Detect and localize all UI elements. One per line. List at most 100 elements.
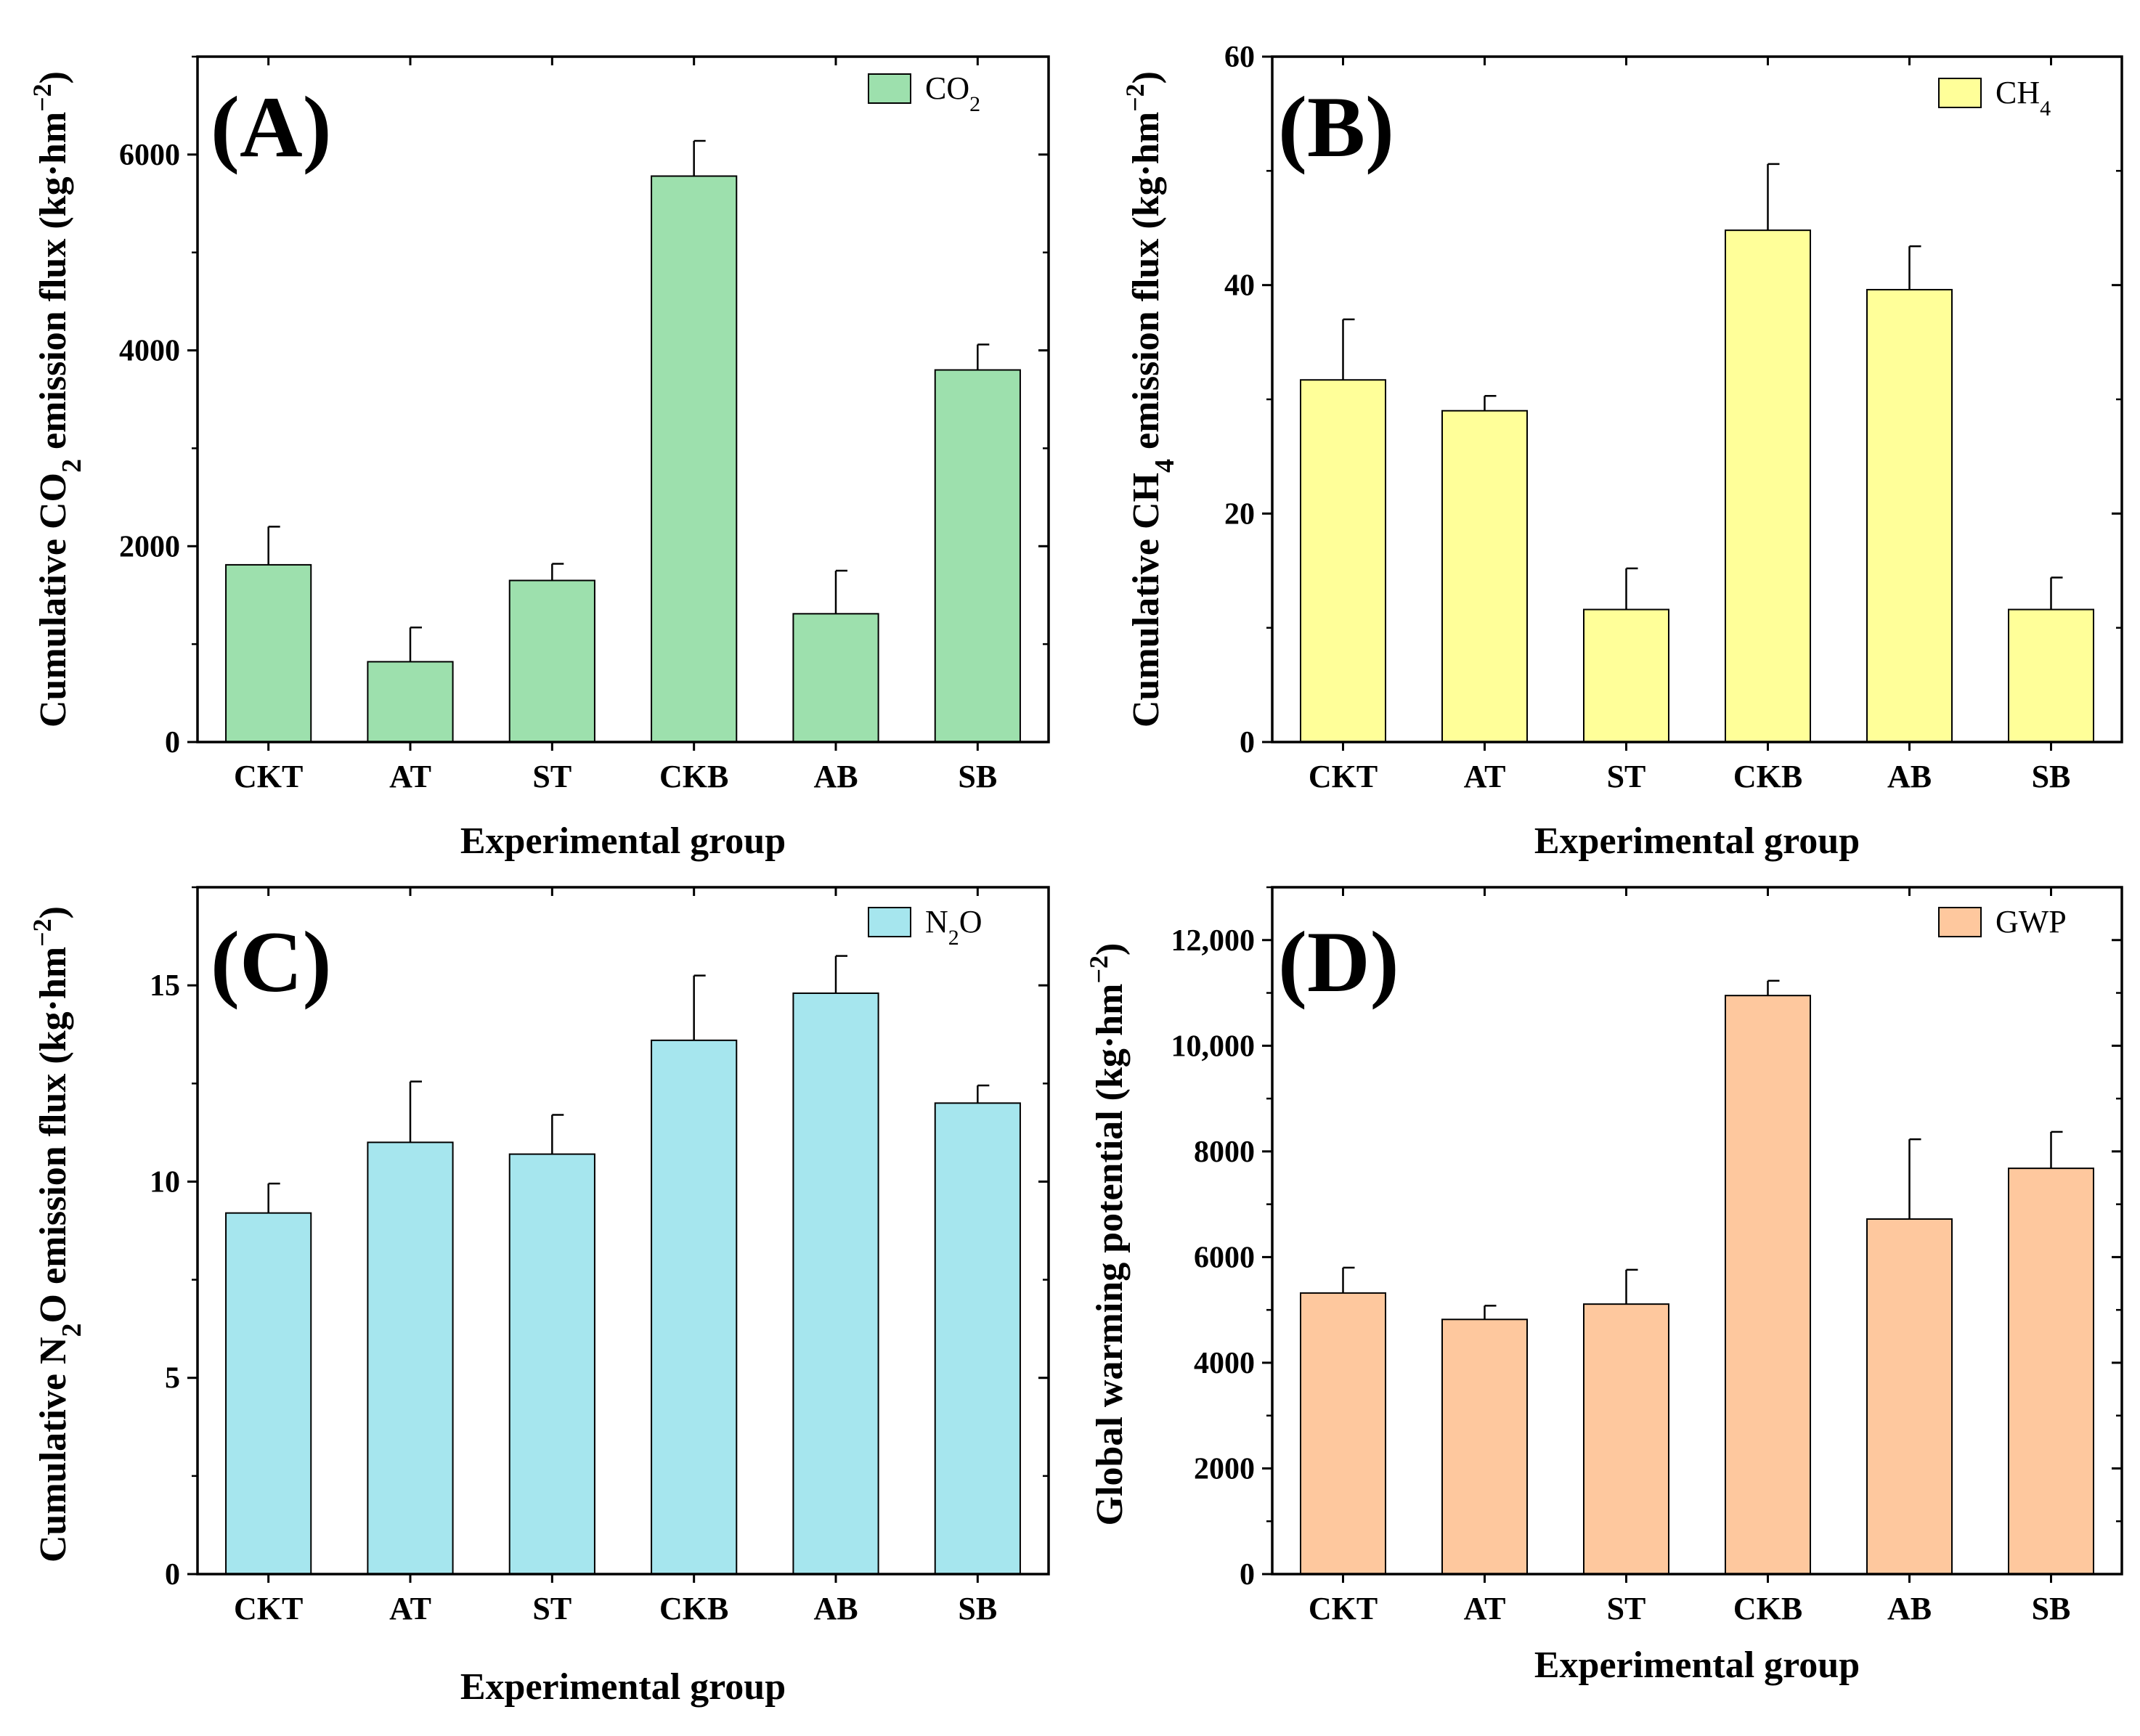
y-label-sub: 4 xyxy=(1150,459,1180,473)
x-axis-label: Experimental group xyxy=(460,1666,786,1708)
y-axis-label: Global warming potential (kg·hm−2) xyxy=(1084,943,1131,1526)
x-tick-label: SB xyxy=(2032,759,2071,794)
bar-CKB xyxy=(1725,995,1811,1575)
y-label-end: ) xyxy=(1126,71,1167,83)
bar-CKT xyxy=(225,1212,312,1576)
bar-AB xyxy=(1866,1218,1953,1575)
bar-CKT xyxy=(225,563,312,743)
legend-label: N2O xyxy=(925,904,982,950)
bar-ST xyxy=(1583,1303,1669,1575)
plot-frame xyxy=(196,886,1050,1576)
x-tick-label: ST xyxy=(532,1591,571,1626)
x-axis-label: Experimental group xyxy=(1534,820,1860,862)
bar-AT xyxy=(1441,1319,1528,1575)
x-tick-label: ST xyxy=(1607,1591,1646,1626)
legend-label-main: GWP xyxy=(1995,904,2067,940)
y-label-end: ) xyxy=(1089,943,1131,955)
legend-swatch xyxy=(868,73,911,104)
chart-panel-4: CKT AT ST CKB AB SB 0 2000 4000 6000 8000 10,000 12,… xyxy=(1084,886,2123,1686)
y-label-sup: −2 xyxy=(28,918,57,947)
legend-swatch xyxy=(868,907,911,937)
panel-label: (C) xyxy=(211,913,332,1010)
y-axis-label: Cumulative N2O emission flux (kg·hm−2) xyxy=(28,906,87,1562)
y-tick-label: 15 xyxy=(150,969,180,1003)
x-tick-label: ST xyxy=(532,759,571,794)
x-tick-label: AB xyxy=(1887,759,1932,794)
bar-SB xyxy=(2008,608,2094,743)
panel-label: (D) xyxy=(1278,913,1399,1010)
bar-AB xyxy=(792,992,879,1576)
y-label-pre: Global warming potential (kg·hm xyxy=(1089,984,1131,1526)
y-label-pre: Cumulative CH xyxy=(1126,473,1167,728)
y-tick-label: 4000 xyxy=(1194,1347,1255,1380)
x-tick-label: AT xyxy=(389,1591,431,1626)
bar-CKT xyxy=(1300,1292,1386,1575)
x-tick-label: AB xyxy=(813,1591,858,1626)
plot-frame xyxy=(196,55,1050,743)
y-label-end: ) xyxy=(33,906,74,918)
legend-swatch xyxy=(1938,78,1982,108)
x-tick-label: CKT xyxy=(1309,1591,1378,1626)
x-tick-label: AB xyxy=(813,759,858,794)
y-label-sup: −2 xyxy=(28,83,57,112)
x-tick-label: AT xyxy=(389,759,431,794)
plot-frame xyxy=(1271,55,2123,743)
y-tick-label: 20 xyxy=(1224,497,1255,531)
bar-CKB xyxy=(1725,229,1811,743)
y-label-sup: −2 xyxy=(1084,955,1113,984)
x-tick-label: ST xyxy=(1607,759,1646,794)
x-tick-label: AB xyxy=(1887,1591,1932,1626)
y-tick-label: 5 xyxy=(165,1362,180,1395)
bar-CKB xyxy=(651,175,738,743)
y-axis-label: Cumulative CH4 emission flux (kg·hm−2) xyxy=(1120,71,1180,728)
bar-SB xyxy=(2008,1167,2094,1575)
y-tick-label: 0 xyxy=(165,726,180,759)
legend-label: CO2 xyxy=(925,70,980,116)
bar-AT xyxy=(367,1141,454,1576)
legend-label: GWP xyxy=(1995,904,2067,940)
x-tick-label: SB xyxy=(958,1591,997,1626)
y-tick-label: 6000 xyxy=(1194,1241,1255,1274)
legend-label-main: N xyxy=(925,904,948,940)
legend-label-main: CO xyxy=(925,70,969,106)
x-axis-label: Experimental group xyxy=(460,820,786,862)
y-tick-label: 12,000 xyxy=(1171,924,1256,958)
y-tick-label: 2000 xyxy=(119,530,180,563)
legend-label: CH4 xyxy=(1995,75,2051,121)
y-label-post: emission flux (kg·hm xyxy=(33,112,74,459)
x-tick-label: AT xyxy=(1464,759,1506,794)
y-label-end: ) xyxy=(33,71,74,83)
bar-SB xyxy=(934,1102,1021,1576)
y-tick-label: 8000 xyxy=(1194,1136,1255,1169)
y-tick-label: 10 xyxy=(150,1165,180,1199)
y-label-pre: Cumulative CO xyxy=(33,473,74,728)
y-label-post: emission flux (kg·hm xyxy=(1126,112,1167,459)
y-label-post: O emission flux (kg·hm xyxy=(33,947,74,1324)
bar-AB xyxy=(1866,288,1953,743)
panel-label: (B) xyxy=(1278,78,1394,175)
x-tick-label: CKT xyxy=(234,759,303,794)
legend-label-sub: 2 xyxy=(948,926,959,950)
x-tick-label: CKT xyxy=(234,1591,303,1626)
y-tick-label: 40 xyxy=(1224,269,1255,303)
bar-AT xyxy=(1441,409,1528,743)
x-tick-label: CKB xyxy=(659,1591,728,1626)
bar-SB xyxy=(934,369,1021,743)
y-label-sub: 2 xyxy=(57,1323,87,1337)
plot-frame xyxy=(1271,886,2123,1576)
bar-CKB xyxy=(651,1039,738,1575)
x-tick-label: AT xyxy=(1464,1591,1506,1626)
x-tick-label: SB xyxy=(2032,1591,2071,1626)
x-tick-label: CKB xyxy=(1733,1591,1802,1626)
y-tick-label: 6000 xyxy=(119,139,180,172)
legend-label-post: O xyxy=(959,904,982,940)
y-tick-label: 0 xyxy=(1240,1558,1255,1592)
x-tick-label: CKB xyxy=(659,759,728,794)
legend-label-main: CH xyxy=(1995,75,2040,110)
legend-swatch xyxy=(1938,907,1982,937)
y-label-sup: −2 xyxy=(1120,83,1150,112)
y-tick-label: 0 xyxy=(165,1558,180,1592)
